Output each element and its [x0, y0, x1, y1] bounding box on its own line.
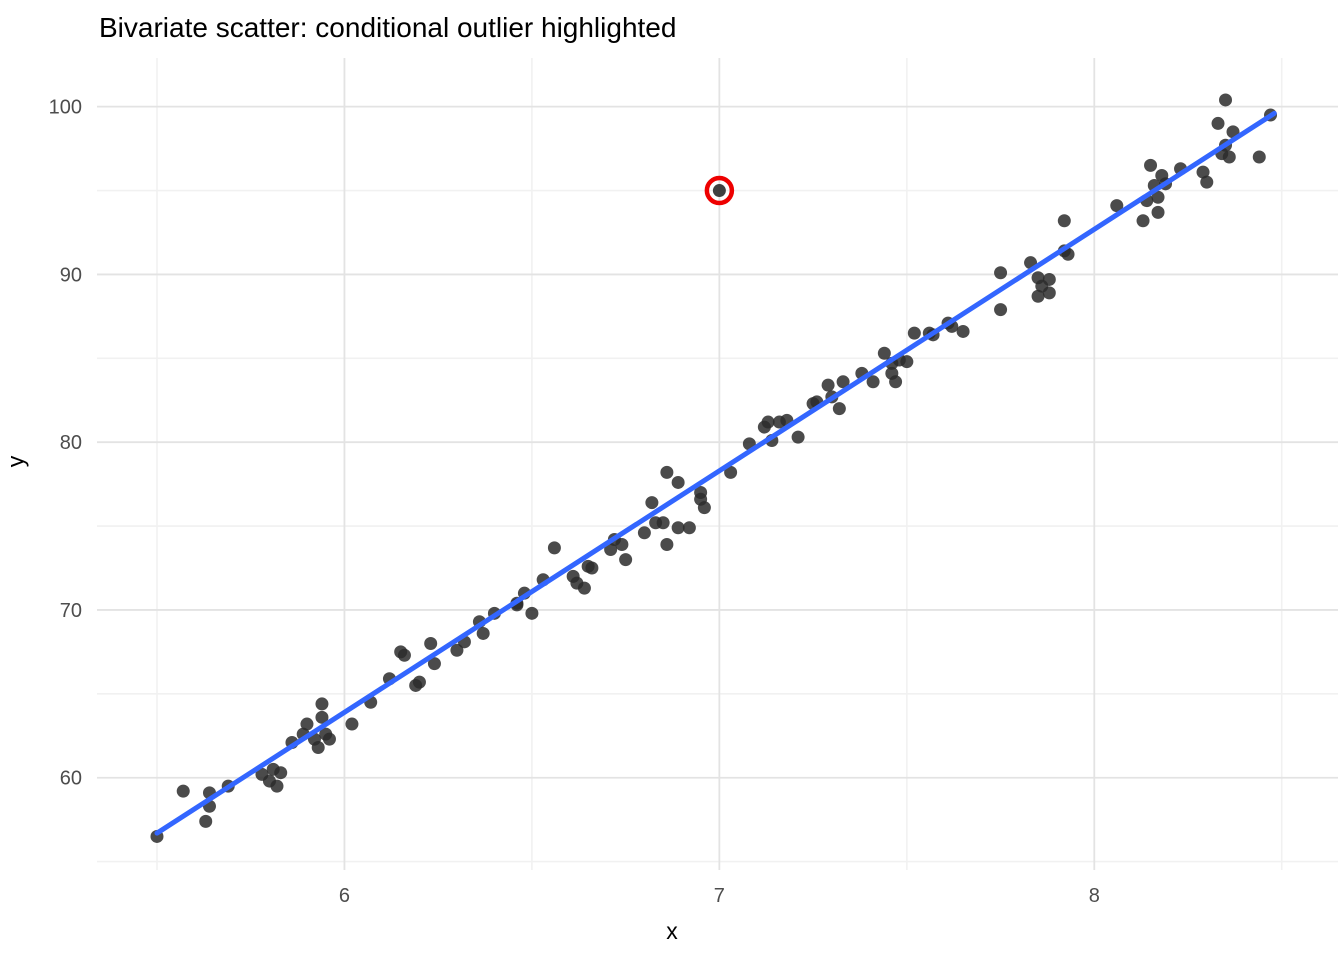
y-axis-tick-labels: 60 70 80 90 100	[49, 97, 82, 790]
svg-text:100: 100	[49, 97, 82, 119]
y-axis-title: y	[2, 455, 29, 468]
x-axis-tick-labels: 6 7 8	[339, 885, 1100, 907]
svg-text:80: 80	[60, 432, 82, 454]
fit-line	[154, 110, 1277, 836]
x-axis-title: x	[666, 918, 678, 944]
svg-text:90: 90	[60, 264, 82, 286]
svg-text:70: 70	[60, 600, 82, 622]
svg-text:60: 60	[60, 768, 82, 790]
svg-text:8: 8	[1089, 885, 1100, 907]
outlier-point	[704, 175, 735, 206]
svg-text:6: 6	[339, 885, 350, 907]
svg-text:7: 7	[714, 885, 725, 907]
chart-title: Bivariate scatter: conditional outlier h…	[99, 12, 677, 43]
outlier-ring	[704, 175, 735, 206]
